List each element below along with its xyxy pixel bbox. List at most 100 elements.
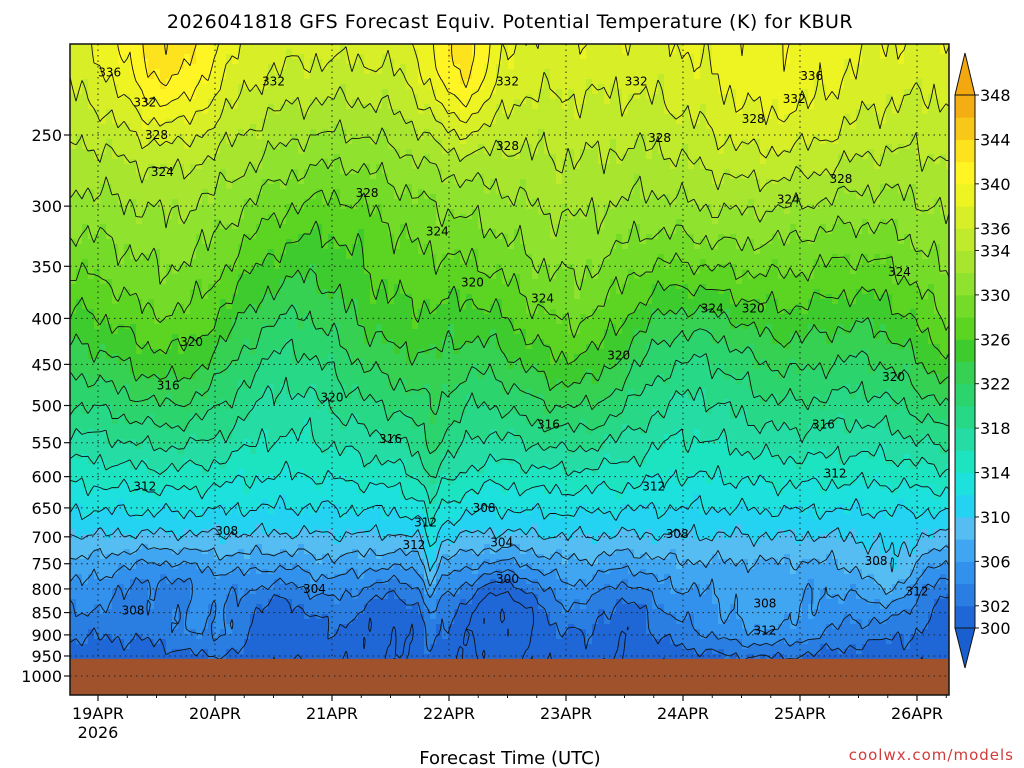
- field-cell: [340, 344, 395, 350]
- field-cell: [688, 54, 695, 60]
- field-cell: [742, 559, 749, 565]
- field-cell: [322, 159, 329, 165]
- field-cell: [712, 599, 803, 605]
- field-cell: [616, 159, 623, 165]
- field-cell: [400, 344, 407, 350]
- field-cell: [796, 464, 803, 470]
- field-cell: [496, 514, 503, 520]
- field-cell: [406, 389, 413, 395]
- field-cell: [118, 504, 125, 510]
- field-cell: [700, 74, 719, 80]
- field-cell: [238, 129, 245, 135]
- colorbar-segment: [955, 539, 975, 562]
- colorbar-segment: [955, 228, 975, 251]
- field-cell: [610, 569, 629, 575]
- field-cell: [550, 229, 557, 235]
- field-cell: [88, 189, 95, 195]
- field-cell: [436, 624, 443, 630]
- field-cell: [352, 99, 359, 105]
- y-tick-label: 700: [31, 528, 62, 547]
- field-cell: [316, 399, 323, 405]
- field-cell: [244, 379, 251, 385]
- field-cell: [856, 299, 893, 305]
- field-cell: [130, 479, 227, 485]
- field-cell: [736, 89, 803, 95]
- field-cell: [628, 194, 641, 200]
- field-cell: [382, 404, 431, 410]
- field-cell: [712, 219, 719, 225]
- field-cell: [82, 79, 89, 85]
- field-cell: [670, 199, 677, 205]
- field-cell: [364, 489, 401, 495]
- field-cell: [238, 244, 287, 250]
- field-cell: [142, 529, 149, 535]
- field-cell: [424, 249, 431, 255]
- field-cell: [250, 234, 257, 240]
- field-cell: [298, 234, 323, 240]
- field-cell: [70, 114, 101, 120]
- field-cell: [508, 409, 515, 415]
- field-cell: [772, 454, 791, 460]
- field-cell: [184, 444, 245, 450]
- field-cell: [214, 604, 227, 610]
- field-cell: [226, 59, 233, 65]
- field-cell: [550, 69, 695, 75]
- field-cell: [364, 239, 395, 245]
- field-cell: [772, 449, 809, 455]
- field-cell: [310, 69, 365, 75]
- field-cell: [814, 399, 821, 405]
- field-cell: [940, 419, 947, 425]
- field-cell: [580, 419, 587, 425]
- field-cell: [904, 314, 911, 320]
- field-cell: [802, 369, 827, 375]
- field-cell: [778, 259, 815, 265]
- field-cell: [718, 469, 725, 475]
- field-cell: [94, 529, 107, 535]
- field-cell: [874, 164, 881, 170]
- field-cell: [250, 554, 317, 560]
- field-cell: [898, 104, 923, 110]
- field-cell: [916, 599, 935, 605]
- field-cell: [118, 59, 125, 65]
- field-cell: [184, 449, 233, 455]
- field-cell: [886, 549, 893, 555]
- field-cell: [286, 344, 293, 350]
- field-cell: [316, 384, 347, 390]
- field-cell: [520, 529, 533, 535]
- field-cell: [862, 254, 869, 260]
- field-cell: [262, 474, 269, 480]
- field-cell: [124, 644, 131, 650]
- field-cell: [658, 604, 665, 610]
- field-cell: [682, 104, 689, 110]
- field-cell: [658, 504, 683, 510]
- field-cell: [622, 49, 629, 55]
- field-cell: [292, 349, 347, 355]
- field-cell: [268, 109, 275, 115]
- field-cell: [742, 409, 749, 415]
- field-cell: [400, 409, 431, 415]
- field-cell: [148, 124, 215, 130]
- field-cell: [772, 329, 809, 335]
- field-cell: [226, 464, 287, 470]
- field-cell: [442, 174, 449, 180]
- field-cell: [340, 514, 347, 520]
- field-cell: [118, 94, 125, 100]
- field-cell: [826, 509, 845, 515]
- field-cell: [220, 484, 245, 490]
- field-cell: [760, 399, 767, 405]
- field-cell: [76, 304, 83, 310]
- field-cell: [430, 349, 437, 355]
- field-cell: [448, 624, 557, 630]
- field-cell: [730, 344, 749, 350]
- field-cell: [220, 459, 227, 465]
- field-cell: [886, 444, 941, 450]
- field-cell: [406, 354, 419, 360]
- field-cell: [700, 239, 707, 245]
- field-cell: [538, 99, 563, 105]
- field-cell: [916, 284, 929, 290]
- field-cell: [250, 569, 257, 575]
- field-cell: [946, 324, 949, 330]
- field-cell: [700, 109, 707, 115]
- field-cell: [418, 189, 425, 195]
- field-cell: [688, 109, 701, 115]
